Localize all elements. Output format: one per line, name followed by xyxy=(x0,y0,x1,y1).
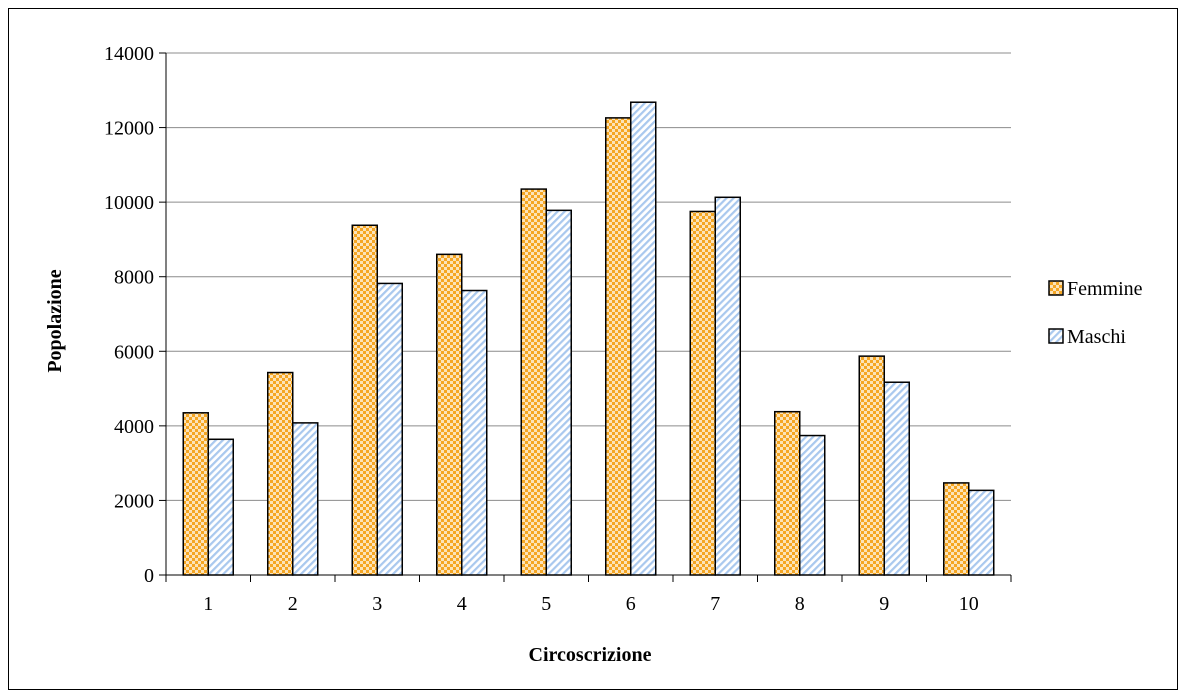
bar-maschi-3 xyxy=(376,282,403,576)
legend-label-femmine: Femmine xyxy=(1067,278,1143,300)
x-tick-label: 6 xyxy=(626,593,636,615)
x-tick-label: 7 xyxy=(710,593,720,615)
bar-femmine-2 xyxy=(267,371,294,576)
y-tick-label: 8000 xyxy=(114,267,154,289)
bar-maschi-6 xyxy=(630,101,657,576)
x-tick-label: 8 xyxy=(795,593,805,615)
bar-femmine-6 xyxy=(605,117,632,576)
bar-femmine-8 xyxy=(774,410,801,576)
bar-maschi-7 xyxy=(714,196,741,576)
y-axis-title: Popolazione xyxy=(44,269,66,372)
x-tick-label: 10 xyxy=(959,593,979,615)
x-tick-label: 4 xyxy=(457,593,467,615)
bar-maschi-8 xyxy=(799,434,826,576)
bar-maschi-9 xyxy=(883,381,910,576)
bar-chart: 0 2000 4000 6000 8000 10000 12000 14000 1 2 3 4 5 6 7 8… xyxy=(44,43,1143,666)
legend: Femmine Maschi xyxy=(1048,278,1143,348)
bar-maschi-2 xyxy=(292,422,319,576)
bars-layer xyxy=(182,101,995,576)
bar-femmine-7 xyxy=(689,210,716,576)
bar-femmine-10 xyxy=(943,482,970,576)
bar-femmine-1 xyxy=(182,412,209,576)
y-tick-label: 14000 xyxy=(104,43,154,65)
labels-layer: 0 2000 4000 6000 8000 10000 12000 14000 1 2 3 4 5 6 7 8… xyxy=(104,43,979,615)
bar-maschi-4 xyxy=(461,289,488,576)
x-tick-label: 2 xyxy=(288,593,298,615)
bar-femmine-4 xyxy=(436,253,463,576)
y-tick-label: 2000 xyxy=(114,490,154,512)
y-tick-label: 4000 xyxy=(114,416,154,438)
x-tick-label: 3 xyxy=(372,593,382,615)
x-tick-label: 9 xyxy=(879,593,889,615)
y-tick-label: 6000 xyxy=(114,341,154,363)
y-tick-label: 0 xyxy=(144,565,154,587)
bar-maschi-5 xyxy=(545,209,572,576)
chart-frame: 0 2000 4000 6000 8000 10000 12000 14000 1 2 3 4 5 6 7 8… xyxy=(8,8,1178,690)
x-tick-label: 1 xyxy=(203,593,213,615)
axes-layer xyxy=(159,52,1012,582)
bar-femmine-9 xyxy=(858,355,885,576)
x-tick-label: 5 xyxy=(541,593,551,615)
bar-femmine-3 xyxy=(351,224,378,576)
bar-femmine-5 xyxy=(520,188,547,576)
bar-maschi-10 xyxy=(968,489,995,576)
bar-maschi-1 xyxy=(207,438,234,576)
y-tick-label: 10000 xyxy=(104,192,154,214)
x-axis-title: Circoscrizione xyxy=(529,644,652,666)
y-tick-label: 12000 xyxy=(104,118,154,140)
legend-swatch-femmine xyxy=(1048,280,1064,296)
legend-swatch-maschi xyxy=(1048,328,1064,344)
legend-label-maschi: Maschi xyxy=(1067,326,1126,348)
